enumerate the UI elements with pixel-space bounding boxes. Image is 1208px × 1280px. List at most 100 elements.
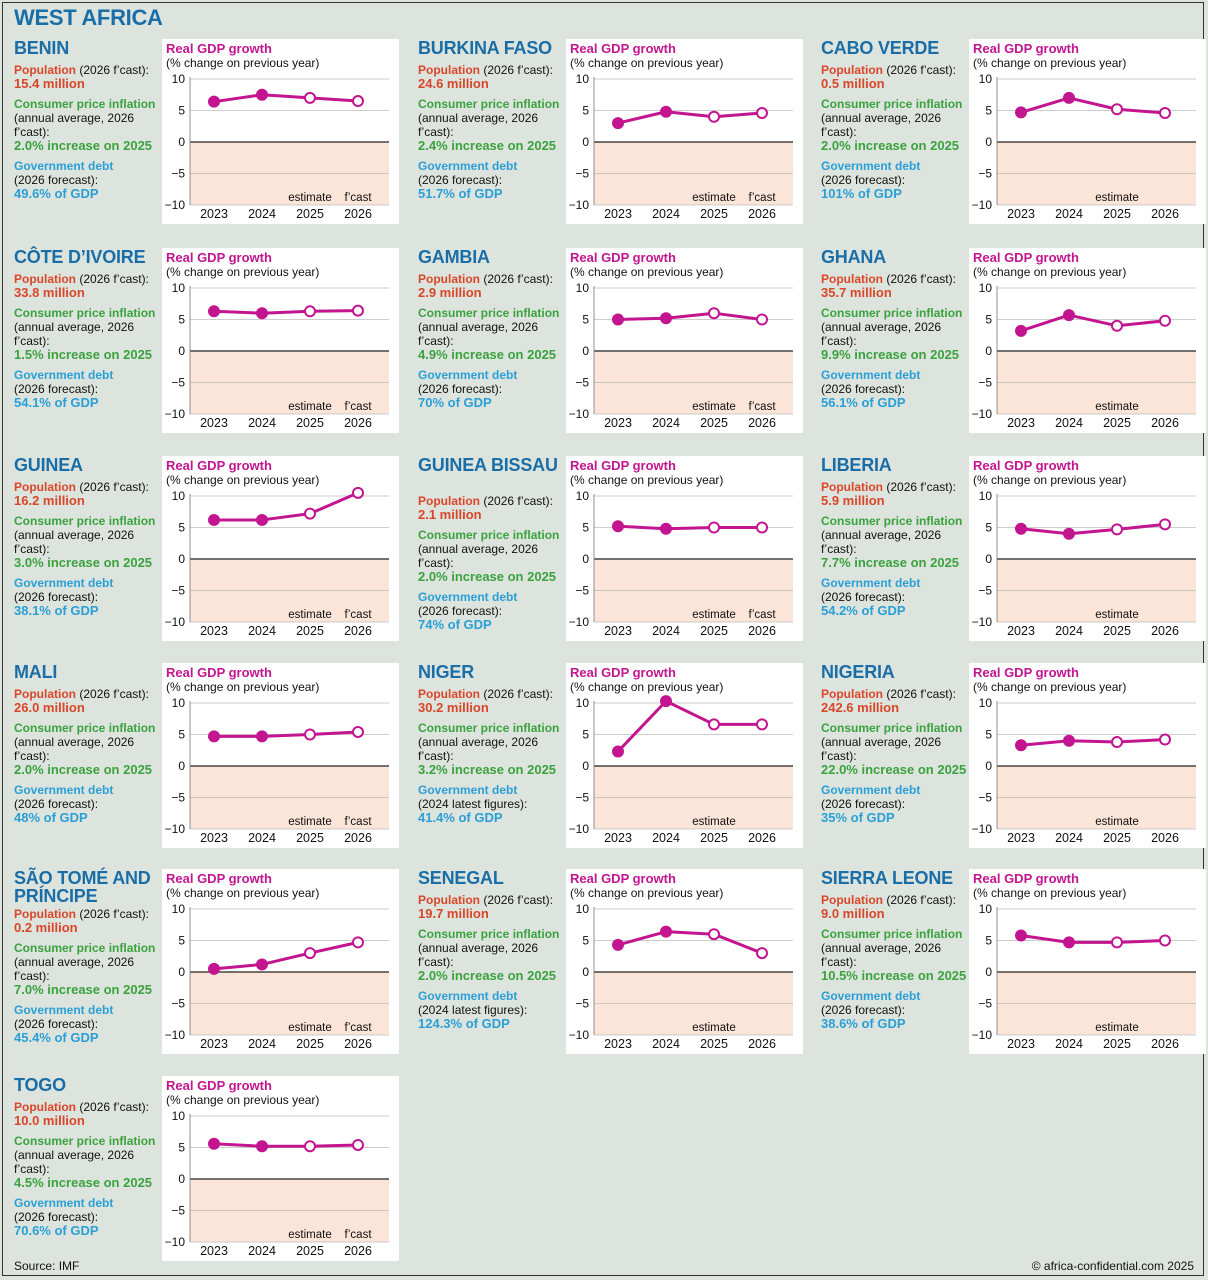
debt-note: (2026 forecast):: [418, 382, 503, 396]
y-tick-label: −5: [575, 376, 589, 390]
gdp-series-line: [1020, 313, 1166, 333]
country-panel-guinea: GUINEA Population (2026 f’cast): 16.2 mill…: [14, 456, 399, 646]
gdp-point-actual: [612, 745, 624, 758]
population-label: Population: [821, 480, 883, 494]
debt-block: Government debt (2026 forecast): 56.1% of …: [821, 368, 969, 410]
inflation-value: 2.4% increase on 2025: [418, 138, 557, 153]
inflation-value: 4.9% increase on 2025: [418, 347, 557, 362]
y-tick-label: 0: [178, 135, 185, 149]
debt-block: Government debt (2026 forecast): 48% of GD…: [14, 783, 162, 825]
population-label: Population: [821, 687, 883, 701]
country-stats: Population (2026 f’cast): 242.6 million Co…: [821, 687, 969, 825]
gdp-point-projected: [1159, 107, 1171, 120]
debt-label: Government debt: [418, 159, 518, 173]
x-tick-label: 2026: [1151, 207, 1179, 221]
y-tick-label: −5: [171, 791, 185, 805]
y-tick-label: −10: [165, 1028, 186, 1042]
x-tick-label: 2025: [700, 207, 728, 221]
population-note: (2026 f’cast):: [886, 272, 956, 286]
gdp-point-actual: [256, 513, 268, 526]
gdp-point-actual: [1063, 91, 1075, 104]
country-panel-nigeria: NIGERIA Population (2026 f’cast): 242.6 mi…: [821, 663, 1206, 853]
gdp-chart-svg: 10 5 0 −5 −10 2023 2024 2025 2026 estimate f’cast: [569, 72, 793, 221]
gdp-point-projected: [708, 521, 720, 534]
chart-title: Real GDP growth: [570, 250, 676, 265]
y-tick-label: 0: [178, 344, 185, 358]
chart-title: Real GDP growth: [570, 41, 676, 56]
estimate-label: estimate: [1095, 609, 1138, 621]
chart-subtitle: (% change on previous year): [973, 265, 1127, 279]
x-tick-label: 2026: [344, 1244, 372, 1258]
gdp-point-projected: [1111, 736, 1123, 749]
x-tick-label: 2023: [200, 1244, 228, 1258]
inflation-note: (annual average, 2026 f’cast):: [821, 528, 942, 556]
estimate-label: estimate: [1095, 192, 1138, 204]
y-tick-label: 0: [985, 135, 992, 149]
gdp-point-projected: [1159, 314, 1171, 327]
x-tick-label: 2026: [344, 416, 372, 430]
country-stats: Population (2026 f’cast): 5.9 million Cons…: [821, 480, 969, 618]
chart-subtitle: (% change on previous year): [570, 265, 724, 279]
gdp-point-actual: [1063, 527, 1075, 540]
inflation-label: Consumer price inflation: [14, 514, 156, 528]
population-value: 15.4 million: [14, 76, 85, 91]
x-tick-label: 2024: [248, 624, 276, 638]
inflation-block: Consumer price inflation (annual average,…: [821, 514, 969, 570]
gdp-series-line: [213, 309, 359, 315]
population-block: Population (2026 f’cast): 0.5 million: [821, 63, 969, 91]
inflation-label: Consumer price inflation: [821, 927, 963, 941]
country-panel-gambia: GAMBIA Population (2026 f’cast): 2.9 milli…: [418, 248, 803, 438]
inflation-note: (annual average, 2026 f’cast):: [821, 735, 942, 763]
gdp-point-actual: [1063, 734, 1075, 747]
y-tick-label: 0: [178, 1172, 185, 1186]
y-tick-label: −10: [569, 407, 590, 421]
inflation-block: Consumer price inflation (annual average,…: [14, 941, 162, 997]
x-tick-label: 2023: [200, 624, 228, 638]
population-value: 35.7 million: [821, 285, 892, 300]
country-stats: Population (2026 f’cast): 35.7 million Con…: [821, 272, 969, 410]
chart-title: Real GDP growth: [166, 458, 272, 473]
inflation-block: Consumer price inflation (annual average,…: [821, 721, 969, 777]
chart-subtitle: (% change on previous year): [973, 680, 1127, 694]
inflation-note: (annual average, 2026 f’cast):: [14, 955, 135, 983]
country-stats: Population (2026 f’cast): 0.2 million Cons…: [14, 907, 162, 1045]
y-tick-label: 5: [582, 521, 589, 535]
country-name: NIGERIA: [821, 662, 895, 682]
inflation-note: (annual average, 2026 f’cast):: [821, 941, 942, 969]
y-tick-label: 5: [178, 521, 185, 535]
chart-title: Real GDP growth: [570, 665, 676, 680]
gdp-point-projected: [304, 91, 316, 104]
gdp-chart: Real GDP growth (% change on previous yea…: [162, 1076, 399, 1261]
gdp-point-actual: [612, 117, 624, 130]
gdp-point-projected: [708, 718, 720, 731]
inflation-block: Consumer price inflation (annual average,…: [14, 721, 162, 777]
debt-label: Government debt: [821, 783, 921, 797]
forecast-label: f’cast: [344, 816, 372, 828]
gdp-point-actual: [1015, 522, 1027, 535]
page-title: WEST AFRICA: [14, 5, 163, 30]
population-note: (2026 f’cast):: [886, 480, 956, 494]
population-value: 0.5 million: [821, 76, 885, 91]
y-tick-label: 0: [582, 965, 589, 979]
estimate-label: estimate: [692, 192, 735, 204]
population-label: Population: [14, 687, 76, 701]
y-tick-label: −10: [165, 198, 186, 212]
y-tick-label: −5: [171, 1204, 185, 1218]
country-name: TOGO: [14, 1075, 66, 1095]
gdp-chart-svg: 10 5 0 −5 −10 2023 2024 2025 2026 estimate f’cast: [165, 1109, 389, 1258]
y-tick-label: 0: [985, 965, 992, 979]
gdp-point-projected: [756, 718, 768, 731]
inflation-block: Consumer price inflation (annual average,…: [14, 514, 162, 570]
debt-label: Government debt: [14, 1196, 114, 1210]
population-value: 19.7 million: [418, 906, 489, 921]
debt-value: 101% of GDP: [821, 186, 902, 201]
y-tick-label: −5: [171, 584, 185, 598]
x-tick-label: 2023: [604, 207, 632, 221]
x-tick-label: 2024: [248, 1244, 276, 1258]
inflation-block: Consumer price inflation (annual average,…: [418, 927, 566, 983]
debt-block: Government debt (2026 forecast): 54.1% of …: [14, 368, 162, 410]
y-tick-label: 0: [582, 552, 589, 566]
population-label: Population: [418, 63, 480, 77]
inflation-value: 4.5% increase on 2025: [14, 1175, 153, 1190]
country-name: SENEGAL: [418, 868, 504, 888]
